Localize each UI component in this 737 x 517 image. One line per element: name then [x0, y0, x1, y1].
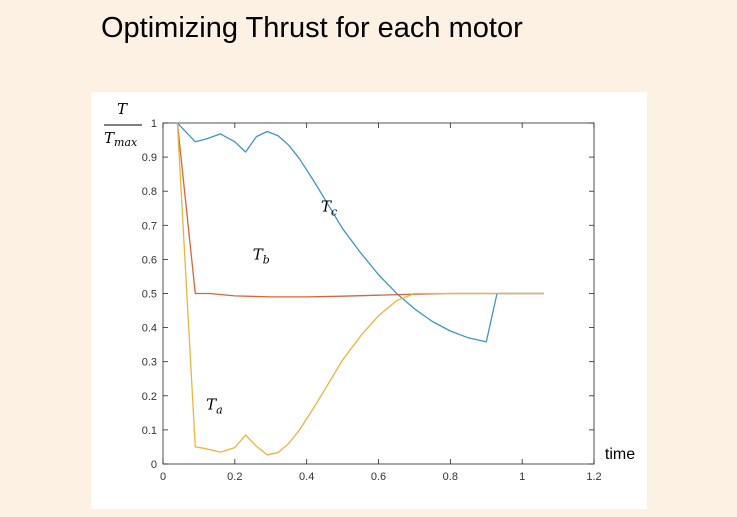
- x-tick-label: 0.4: [299, 471, 314, 483]
- series-label-sub-T_b: b: [263, 253, 270, 266]
- y-tick-label: 1: [151, 118, 157, 130]
- y-tick-label: 0.4: [142, 323, 157, 335]
- series-label-sub-T_c: c: [331, 206, 337, 219]
- y-axis-label-numerator: T: [117, 100, 128, 118]
- y-tick-label: 0.9: [142, 152, 157, 164]
- series-line-T_c: [176, 122, 544, 343]
- y-tick-label: 0.3: [142, 357, 157, 369]
- x-tick-label: 0.8: [443, 471, 458, 483]
- series-lines: [176, 122, 544, 456]
- y-tick-label: 0.1: [142, 425, 157, 437]
- series-label-T_c: Tc: [321, 198, 337, 219]
- y-tick-label: 0.8: [142, 186, 157, 198]
- y-tick-label: 0: [151, 459, 157, 471]
- y-tick-label: 0.6: [142, 254, 157, 266]
- x-tick-label: 0.6: [371, 471, 386, 483]
- chart-panel: 0 0.2 0.4 0.6 0.8 1 1.2 0 0.1 0.2 0.3 0.4 0.5 0.6 0.7 0…: [91, 92, 647, 509]
- x-tick-label: 0: [160, 471, 166, 483]
- slide-title: Optimizing Thrust for each motor: [101, 12, 523, 44]
- y-tick-label: 0.7: [142, 220, 157, 232]
- series-label-T_b: Tb: [253, 245, 270, 266]
- thrust-chart: 0 0.2 0.4 0.6 0.8 1 1.2 0 0.1 0.2 0.3 0.4 0.5 0.6 0.7 0…: [104, 100, 635, 483]
- series-line-T_b: [176, 122, 544, 298]
- x-tick-label: 1: [519, 471, 525, 483]
- series-label-sub-T_a: a: [216, 403, 223, 416]
- series-line-T_a: [176, 122, 544, 456]
- x-axis-label: time: [605, 446, 635, 463]
- x-tick-label: 0.2: [227, 471, 242, 483]
- labels: time T Tmax Tc Tb Ta: [104, 100, 635, 463]
- series-label-T_a: Ta: [206, 395, 223, 416]
- x-tick-label: 1.2: [586, 471, 601, 483]
- y-axis-label-denominator: Tmax: [104, 129, 138, 149]
- y-tick-label: 0.2: [142, 391, 157, 403]
- axes: 0 0.2 0.4 0.6 0.8 1 1.2 0 0.1 0.2 0.3 0.4 0.5 0.6 0.7 0…: [142, 118, 602, 483]
- y-axis-label-denominator-sub: max: [114, 136, 138, 149]
- y-tick-label: 0.5: [142, 289, 157, 301]
